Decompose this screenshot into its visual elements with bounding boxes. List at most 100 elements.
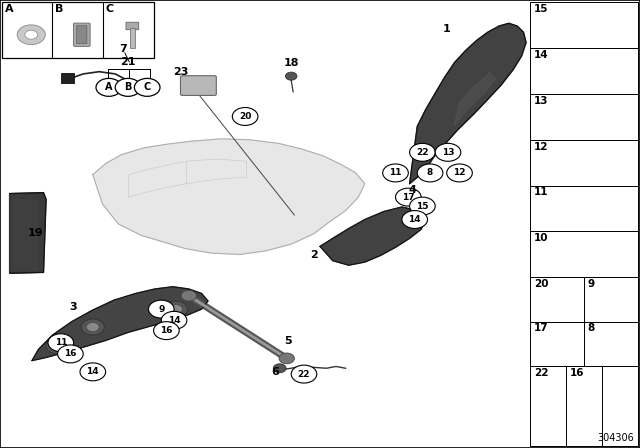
Circle shape [396, 188, 421, 206]
Circle shape [148, 300, 174, 318]
Circle shape [80, 363, 106, 381]
Circle shape [51, 341, 64, 350]
Text: 13: 13 [442, 148, 454, 157]
Text: 22: 22 [298, 370, 310, 379]
Text: 5: 5 [284, 336, 292, 346]
Text: 22: 22 [416, 148, 429, 157]
Circle shape [417, 164, 443, 182]
Polygon shape [320, 207, 426, 265]
Text: 4: 4 [409, 185, 417, 195]
Circle shape [154, 322, 179, 340]
Circle shape [402, 211, 428, 228]
Circle shape [383, 164, 408, 182]
Text: 7: 7 [120, 44, 127, 54]
FancyBboxPatch shape [74, 23, 90, 47]
Text: 23: 23 [173, 67, 189, 77]
Bar [530, 140, 638, 185]
Circle shape [115, 78, 141, 96]
Circle shape [164, 301, 188, 317]
Text: B: B [124, 82, 132, 92]
FancyBboxPatch shape [77, 26, 87, 44]
Bar [530, 322, 584, 366]
Circle shape [285, 72, 297, 80]
Text: 20: 20 [239, 112, 252, 121]
Circle shape [232, 108, 258, 125]
Text: 11: 11 [54, 338, 67, 347]
Circle shape [17, 25, 45, 45]
Text: 9: 9 [158, 305, 164, 314]
Bar [566, 366, 602, 446]
Bar [2, 2, 154, 58]
Bar [530, 231, 638, 277]
Text: 22: 22 [534, 368, 548, 378]
Text: 12: 12 [534, 142, 548, 151]
Circle shape [81, 319, 104, 335]
Text: 8: 8 [427, 168, 433, 177]
FancyBboxPatch shape [126, 22, 139, 30]
Text: 14: 14 [168, 316, 180, 325]
Bar [13, 199, 38, 271]
Text: 14: 14 [408, 215, 421, 224]
Circle shape [96, 78, 122, 96]
Text: 13: 13 [534, 96, 548, 106]
Bar [61, 73, 74, 83]
Circle shape [170, 305, 182, 314]
Circle shape [273, 364, 286, 373]
Bar [530, 277, 584, 322]
Text: 12: 12 [453, 168, 466, 177]
Circle shape [447, 164, 472, 182]
Text: C: C [143, 82, 151, 92]
Circle shape [58, 345, 83, 363]
Circle shape [435, 143, 461, 161]
Text: 304306: 304306 [597, 433, 634, 443]
Text: 15: 15 [534, 4, 548, 14]
FancyBboxPatch shape [180, 76, 216, 95]
Circle shape [48, 334, 74, 352]
Bar [530, 94, 638, 140]
Bar [602, 366, 638, 446]
Bar [130, 29, 135, 48]
Circle shape [134, 78, 160, 96]
Text: 11: 11 [389, 168, 402, 177]
Bar [530, 185, 638, 232]
Bar [530, 48, 638, 94]
Text: A: A [105, 82, 113, 92]
Text: 3: 3 [70, 302, 77, 312]
Text: A: A [4, 4, 13, 14]
Polygon shape [93, 139, 365, 254]
Text: B: B [55, 4, 63, 14]
Polygon shape [410, 23, 526, 184]
Text: 16: 16 [64, 349, 77, 358]
Polygon shape [454, 73, 496, 125]
Text: 17: 17 [534, 323, 548, 333]
Text: C: C [106, 4, 114, 14]
Text: 16: 16 [570, 368, 584, 378]
Circle shape [410, 143, 435, 161]
Text: 18: 18 [284, 58, 299, 68]
Text: 15: 15 [416, 202, 429, 211]
Circle shape [181, 290, 196, 301]
Text: 8: 8 [588, 323, 595, 333]
Bar [530, 366, 566, 446]
Text: 9: 9 [588, 279, 595, 289]
Polygon shape [32, 287, 208, 361]
Text: 6: 6 [271, 367, 279, 377]
Bar [530, 2, 638, 48]
Text: 1: 1 [443, 24, 451, 34]
Text: 14: 14 [534, 50, 548, 60]
Circle shape [46, 338, 69, 354]
Polygon shape [10, 193, 46, 273]
Text: 14: 14 [86, 367, 99, 376]
Bar [584, 322, 638, 366]
Bar [584, 277, 638, 322]
Circle shape [161, 311, 187, 329]
Text: 10: 10 [534, 233, 548, 243]
Text: 21: 21 [120, 57, 136, 67]
Text: 2: 2 [310, 250, 317, 260]
Circle shape [279, 353, 294, 364]
Circle shape [86, 323, 99, 332]
Text: 19: 19 [28, 228, 43, 238]
Text: 17: 17 [402, 193, 415, 202]
Circle shape [25, 30, 38, 39]
Circle shape [410, 197, 435, 215]
